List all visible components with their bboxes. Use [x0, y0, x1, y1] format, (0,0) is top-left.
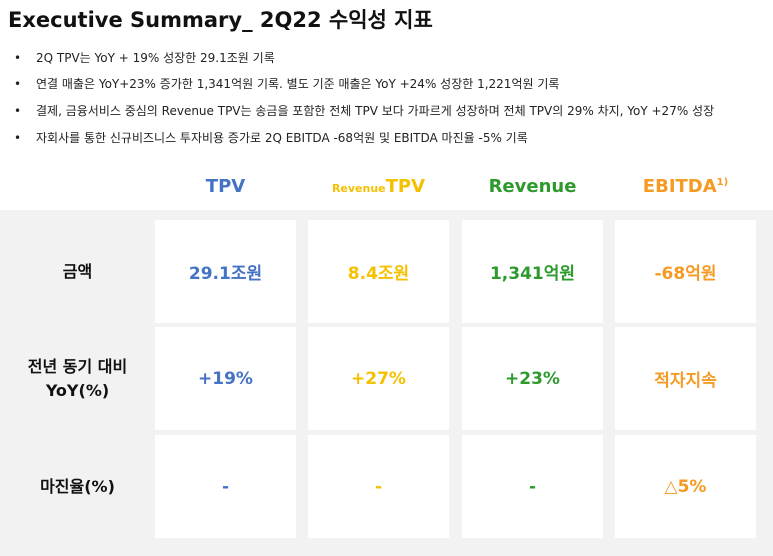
- row-label: 금액: [0, 220, 155, 323]
- column-header: Revenue: [462, 176, 603, 197]
- bullet: • 연결 매출은 YoY+23% 증가한 1,341억원 기록. 별도 기준 매출…: [14, 75, 559, 92]
- bullet-dot: •: [14, 51, 22, 65]
- bullet-text: 2Q TPV는 YoY + 19% 성장한 29.1조원 기록: [36, 51, 275, 65]
- table-cell: 8.4조원: [308, 220, 449, 323]
- column-header: RevenueTPV: [308, 176, 449, 197]
- bullet-text: 결제, 금융서비스 중심의 Revenue TPV는 송금을 포함한 전체 TP…: [36, 104, 715, 118]
- bullet: • 결제, 금융서비스 중심의 Revenue TPV는 송금을 포함한 전체 T…: [14, 102, 714, 119]
- table-cell: -: [308, 435, 449, 538]
- table-cell: +27%: [308, 327, 449, 430]
- row-label-line: 마진율(%): [40, 476, 115, 496]
- row-label-line: YoY(%): [45, 380, 110, 400]
- title: Executive Summary_ 2Q22 수익성 지표: [8, 8, 433, 32]
- bullet-text: 자회사를 통한 신규비즈니스 투자비용 증가로 2Q EBITDA -68억원 …: [36, 131, 528, 145]
- header-main: TPV: [205, 176, 246, 197]
- row-label: 마진율(%): [0, 435, 155, 538]
- table-cell: 적자지속: [615, 327, 756, 430]
- table-cell: -: [462, 435, 603, 538]
- bullet-text: 연결 매출은 YoY+23% 증가한 1,341억원 기록. 별도 기준 매출은…: [36, 77, 560, 91]
- header-main: EBITDA: [642, 176, 717, 197]
- column-header: EBITDA1): [615, 176, 756, 197]
- table-cell: -68억원: [615, 220, 756, 323]
- bullet: • 자회사를 통한 신규비즈니스 투자비용 증가로 2Q EBITDA -68억원…: [14, 129, 528, 146]
- bullet-dot: •: [14, 77, 22, 91]
- table-cell: -: [155, 435, 296, 538]
- column-header: TPV: [155, 176, 296, 197]
- bullet: • 2Q TPV는 YoY + 19% 성장한 29.1조원 기록: [14, 49, 275, 66]
- table-cell: △5%: [615, 435, 756, 538]
- header-main: Revenue: [488, 176, 577, 197]
- header-footnote: 1): [716, 177, 729, 188]
- table-cell: 1,341억원: [462, 220, 603, 323]
- bullet-dot: •: [14, 131, 22, 145]
- table-cell: +23%: [462, 327, 603, 430]
- row-label: 전년 동기 대비 YoY(%): [0, 327, 155, 430]
- bullet-dot: •: [14, 104, 22, 118]
- table-cell: +19%: [155, 327, 296, 430]
- row-label-line: 전년 동기 대비: [27, 356, 128, 376]
- row-label-line: 금액: [62, 261, 93, 281]
- table-cell: 29.1조원: [155, 220, 296, 323]
- header-prefix: Revenue: [331, 182, 386, 195]
- header-main: TPV: [385, 176, 426, 197]
